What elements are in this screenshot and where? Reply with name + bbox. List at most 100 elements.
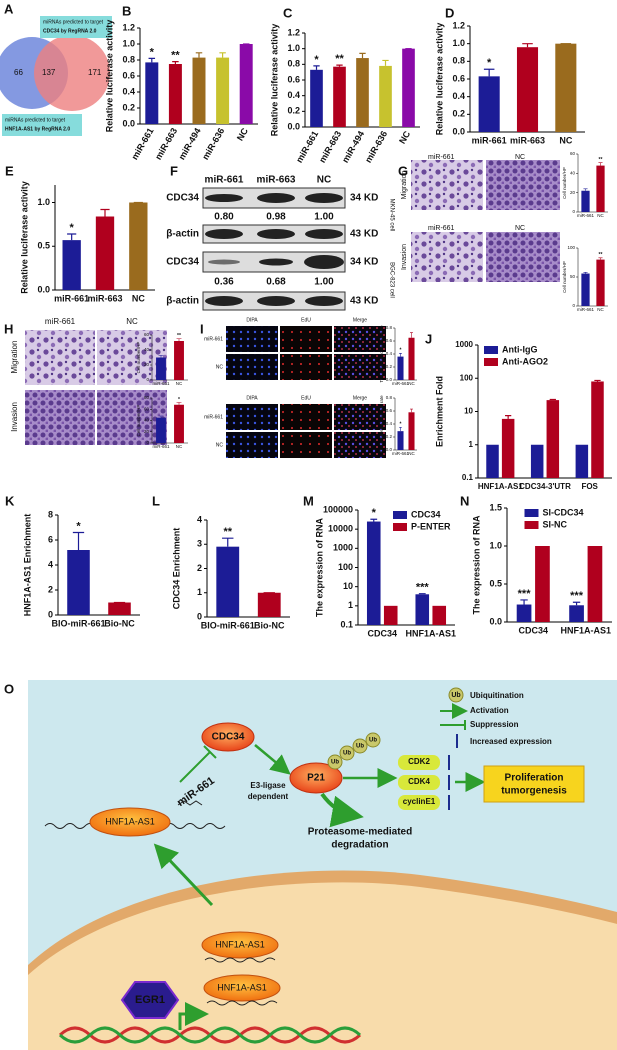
- x-tick-label: miR-661: [152, 444, 170, 449]
- y-axis-title: Relative luciferase activity: [269, 24, 279, 137]
- bar: [432, 605, 447, 625]
- y-tick-label: 20: [144, 429, 150, 434]
- blot-panel: F miR-661 miR-663 NC CDC34 β-actin CDC34…: [166, 163, 394, 311]
- x-tick-label: miR-663: [510, 135, 545, 145]
- error-bar: [598, 257, 603, 260]
- legend-swatch: [484, 358, 498, 366]
- significance: *: [400, 422, 402, 428]
- y-tick-label: 0.2: [122, 102, 135, 112]
- column-label: Merge: [353, 395, 367, 401]
- bar: [569, 605, 584, 622]
- y-tick-label: 0.6: [386, 338, 393, 343]
- y-tick-label: 2: [197, 563, 202, 573]
- y-axis-title: Cell number/HP: [562, 261, 567, 293]
- y-tick-label: 1.2: [452, 20, 465, 30]
- x-tick-label: NC: [176, 444, 183, 449]
- arrow: [178, 1002, 209, 1030]
- panel-label: K: [5, 493, 15, 508]
- y-tick-label: 40: [570, 171, 576, 176]
- cell-line: MKN-45 cell: [388, 199, 394, 232]
- y-tick-label: 0: [48, 609, 53, 619]
- y-tick-label: 0.2: [452, 109, 465, 119]
- bar: [257, 592, 281, 617]
- y-tick-label: 0.6: [452, 73, 465, 83]
- panel-label: H: [4, 321, 13, 336]
- x-tick-label: miR-636: [363, 129, 389, 164]
- row-label: β-actin: [166, 296, 199, 307]
- x-tick-label: HNF1A-AS1: [560, 625, 611, 635]
- venn-circle: [34, 35, 110, 111]
- panel-label: F: [170, 163, 178, 178]
- y-axis-title: The relative proliferation rate: [379, 395, 384, 453]
- column-label: NC: [126, 317, 138, 326]
- error-bar: [172, 61, 179, 64]
- bar: [95, 216, 115, 290]
- note: CDC34 by RegRNA 2.0: [43, 28, 97, 34]
- x-tick-label: miR-661: [392, 451, 410, 456]
- lnc-node: [201, 931, 279, 959]
- micrograph: [411, 160, 483, 210]
- error-bar: [520, 599, 528, 605]
- size-label: 43 KD: [350, 296, 378, 307]
- y-tick-label: 0.6: [386, 408, 393, 413]
- y-tick-label: 0.5: [37, 241, 50, 251]
- column-label: NC: [515, 225, 525, 232]
- node-label: cyclinE1: [403, 797, 436, 806]
- y-tick-label: 0.2: [287, 106, 300, 116]
- column-label: miR-661: [205, 175, 244, 186]
- column-label: DIPA: [246, 317, 258, 323]
- cell-interior: [28, 882, 617, 1050]
- row-label: Invasion: [10, 402, 19, 432]
- significance: *: [372, 507, 377, 519]
- bar: [596, 165, 605, 212]
- bar: [591, 381, 604, 478]
- y-tick-label: 8: [48, 509, 53, 519]
- lnc-node: [203, 974, 281, 1002]
- row-label: NC: [216, 442, 224, 448]
- x-tick-label: NC: [408, 451, 415, 456]
- y-axis-title: Relative luciferase activity: [19, 181, 29, 294]
- x-tick-label: NC: [408, 381, 415, 386]
- error-bar: [549, 398, 556, 401]
- ub-label: Ub: [331, 760, 339, 766]
- significance: **: [335, 53, 344, 65]
- significance: **: [177, 333, 181, 339]
- legend-text: Increased expression: [470, 737, 552, 746]
- cdk-node: [398, 795, 440, 810]
- x-tick-label: NC: [235, 126, 250, 143]
- legend-text: Activation: [470, 706, 509, 715]
- cdk-node: [398, 755, 440, 770]
- y-tick-label: 1000: [333, 543, 353, 553]
- x-tick-label: miR-494: [177, 126, 203, 161]
- y-axis-title: Relative luciferase activity: [104, 20, 114, 133]
- mirna-strand: [177, 800, 203, 806]
- row-label: Migration: [10, 341, 19, 374]
- error-bar: [72, 531, 85, 550]
- significance: *: [400, 348, 402, 354]
- cell-line: BGC-823 cell: [388, 262, 394, 298]
- bar: [575, 444, 589, 478]
- y-tick-label: 60: [144, 332, 150, 337]
- x-tick-label: HNF1A-AS1: [478, 482, 523, 491]
- bands: [205, 193, 344, 306]
- node-label: tumorgenesis: [501, 786, 567, 797]
- y-tick-label: 40: [144, 347, 150, 352]
- note: miRNAs predicted to target: [5, 117, 66, 123]
- x-tick-label: NC: [176, 381, 183, 386]
- bar: [108, 602, 131, 615]
- x-tick-label: Bio-NC: [254, 620, 285, 630]
- significance: ***: [570, 590, 584, 602]
- y-tick-label: 1.0: [489, 540, 502, 550]
- y-tick-label: 80: [144, 395, 150, 400]
- y-axis-title: Cell number/HP: [136, 405, 141, 437]
- column-label: NC: [515, 154, 525, 161]
- row-label: Invasion: [401, 244, 408, 270]
- y-tick-label: 0.2: [386, 434, 393, 439]
- error-bar: [398, 426, 403, 432]
- row-label: miR-661: [204, 336, 223, 342]
- row-label: CDC34: [166, 257, 199, 268]
- bar: [239, 44, 253, 124]
- y-tick-label: 1: [197, 587, 202, 597]
- arrow: [320, 792, 364, 828]
- y-tick-label: 1: [469, 440, 474, 449]
